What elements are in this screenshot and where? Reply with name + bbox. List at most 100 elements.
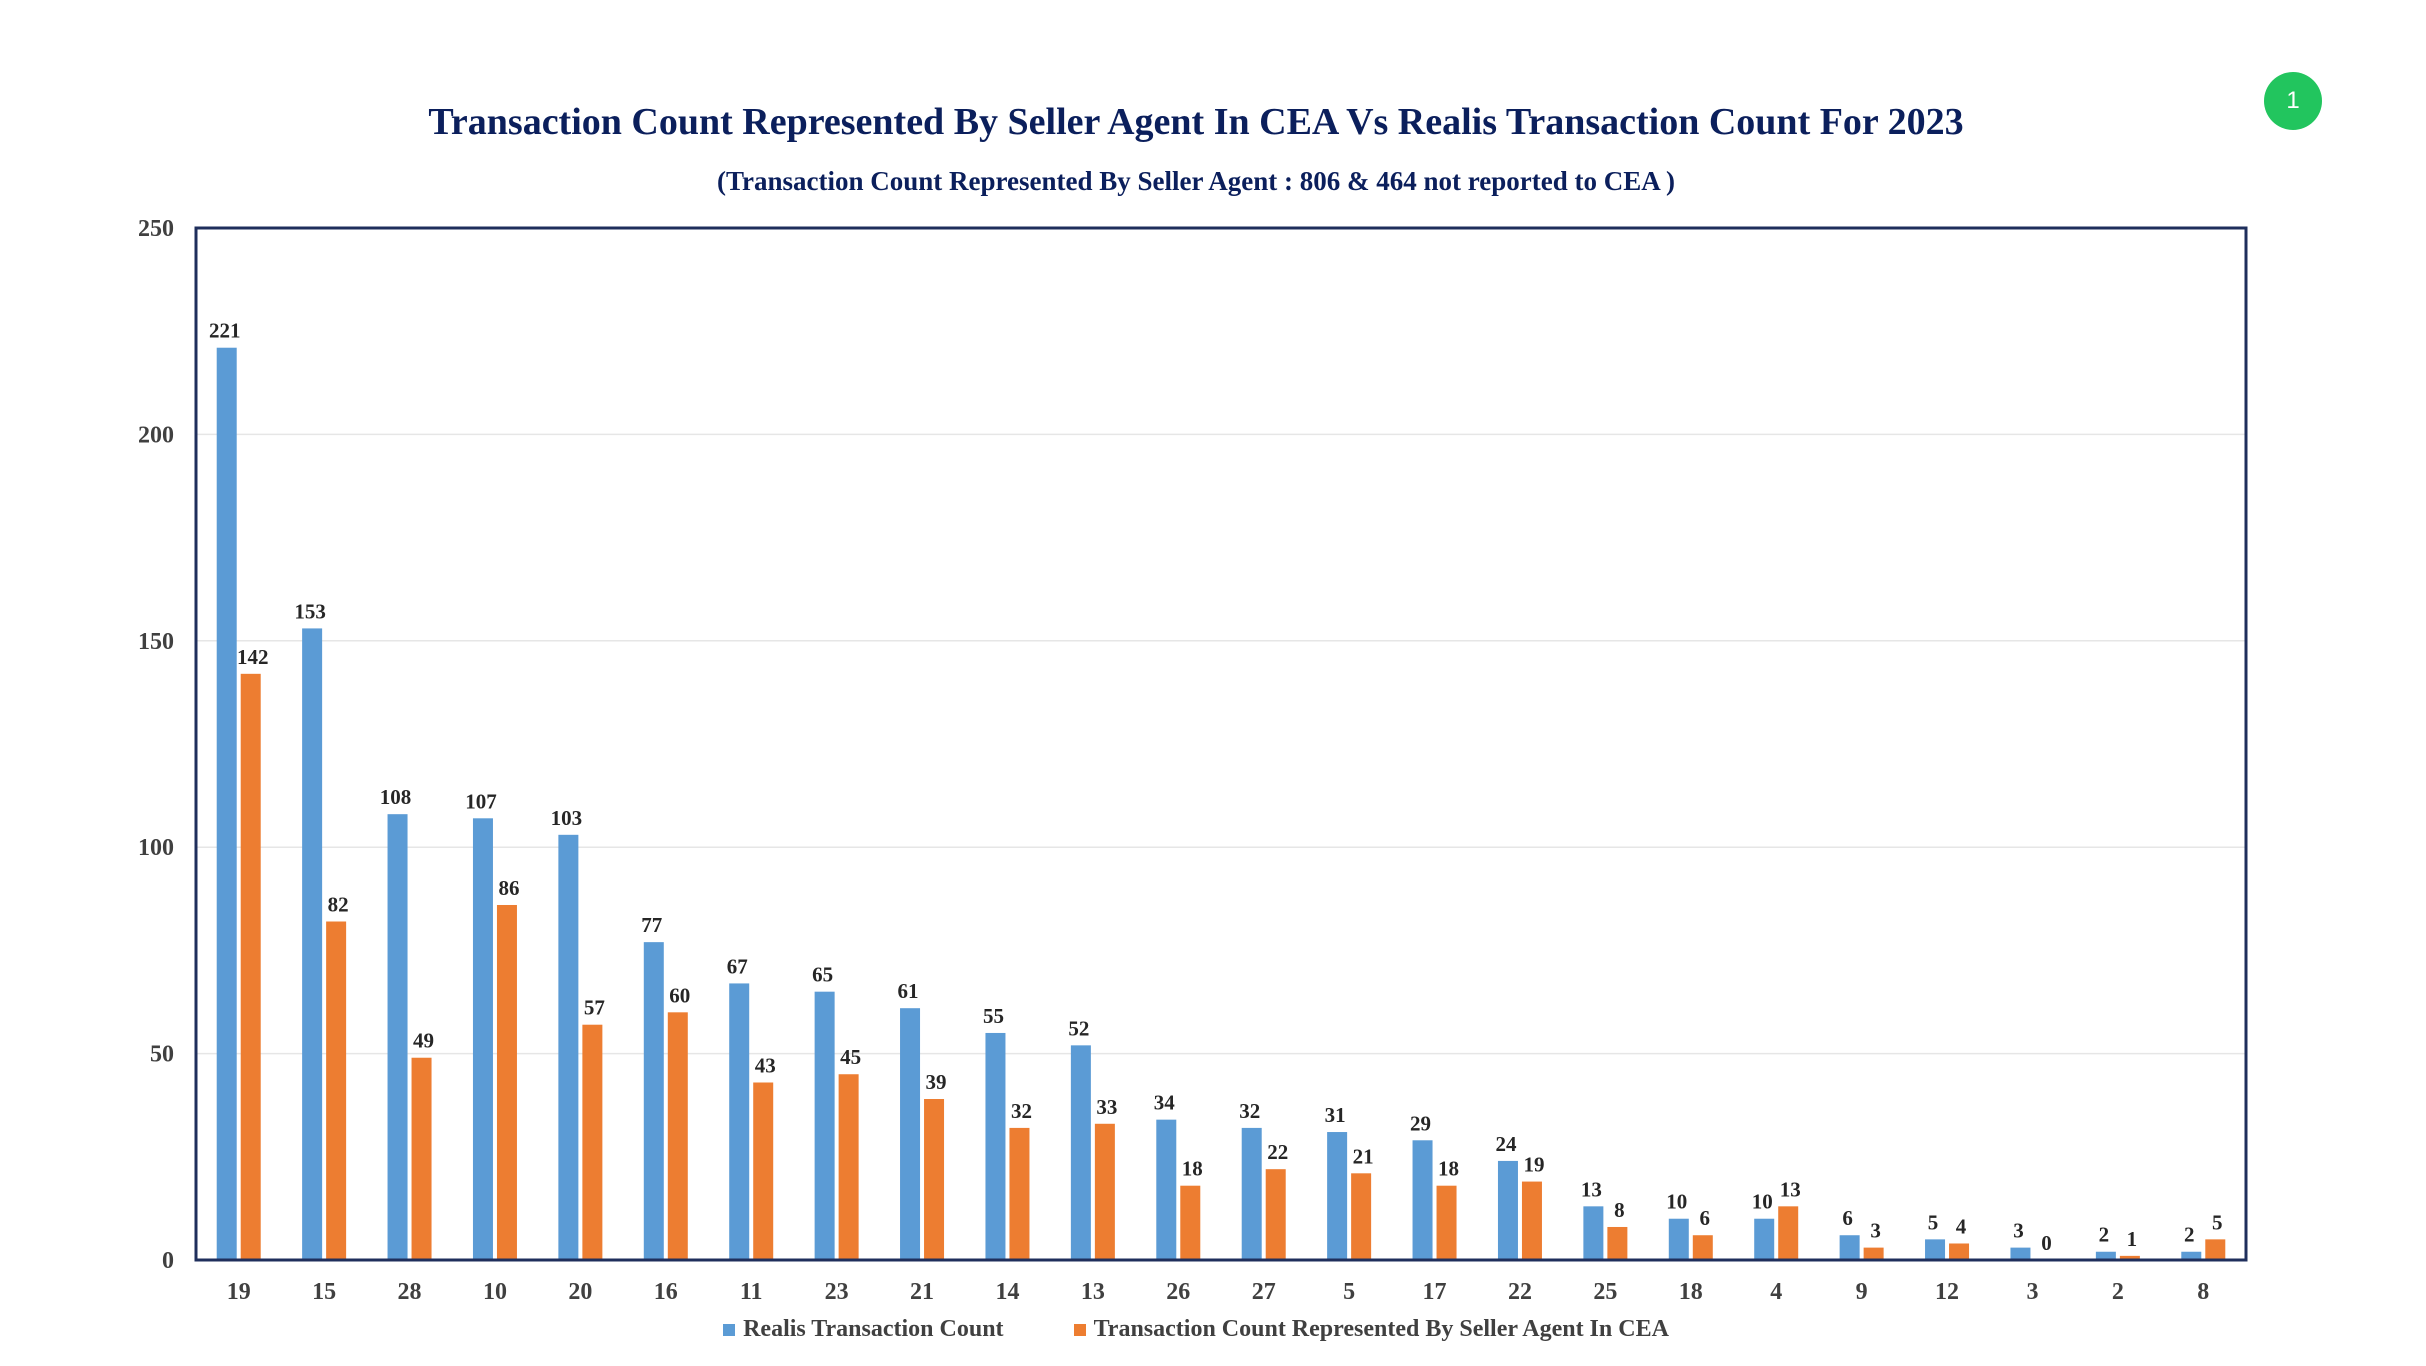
x-tick-label: 28	[398, 1279, 422, 1305]
bar-realis	[1754, 1218, 1775, 1260]
bar-realis	[1839, 1235, 1860, 1260]
legend-item-realis: Realis Transaction Count	[723, 1316, 1004, 1343]
y-tick-label: 250	[138, 216, 174, 242]
data-label-cea: 142	[237, 645, 269, 669]
bar-realis	[2181, 1251, 2202, 1260]
data-label-realis: 153	[294, 599, 326, 623]
bar-realis	[1241, 1127, 1262, 1260]
data-label-cea: 21	[1353, 1144, 1374, 1168]
y-tick-label: 0	[162, 1248, 174, 1274]
data-label-cea: 33	[1096, 1095, 1117, 1119]
page-number-badge[interactable]: 1	[2264, 72, 2322, 130]
bar-realis	[900, 1008, 921, 1260]
bar-cea	[411, 1057, 432, 1260]
bar-realis	[1327, 1132, 1348, 1260]
bar-realis	[387, 814, 408, 1260]
bar-realis	[985, 1032, 1006, 1260]
bar-realis	[1156, 1119, 1177, 1260]
data-label-realis: 55	[983, 1004, 1004, 1028]
data-label-cea: 18	[1438, 1157, 1459, 1181]
bar-cea	[1265, 1169, 1286, 1260]
data-label-realis: 108	[380, 785, 412, 809]
bar-realis	[1497, 1160, 1518, 1260]
y-tick-label: 200	[138, 422, 174, 448]
bar-realis	[1412, 1140, 1433, 1260]
bar-cea	[1521, 1181, 1542, 1260]
bar-realis	[1925, 1239, 1946, 1260]
chart-title: Transaction Count Represented By Seller …	[428, 101, 1964, 143]
bar-realis	[2010, 1247, 2031, 1260]
data-label-realis: 107	[465, 789, 497, 813]
data-label-cea: 8	[1614, 1198, 1625, 1222]
bar-cea	[1949, 1243, 1970, 1260]
x-tick-label: 3	[2026, 1279, 2038, 1305]
data-label-realis: 3	[2013, 1219, 2024, 1243]
x-tick-label: 21	[910, 1279, 934, 1305]
bar-cea	[2205, 1239, 2226, 1260]
bar-cea	[924, 1099, 945, 1260]
x-tick-label: 2	[2112, 1279, 2124, 1305]
x-tick-label: 25	[1593, 1279, 1617, 1305]
bar-cea	[667, 1012, 688, 1260]
bar-realis	[216, 347, 237, 1260]
data-label-realis: 29	[1410, 1111, 1431, 1135]
bar-cea	[1436, 1185, 1457, 1260]
data-label-cea: 82	[328, 893, 349, 917]
bar-cea	[838, 1074, 859, 1260]
x-tick-label: 17	[1423, 1279, 1447, 1305]
data-label-realis: 6	[1842, 1206, 1853, 1230]
data-label-cea: 5	[2212, 1210, 2223, 1234]
data-label-realis: 32	[1239, 1099, 1260, 1123]
data-label-realis: 2	[2184, 1223, 2195, 1247]
bar-realis	[472, 818, 493, 1260]
data-label-cea: 3	[1870, 1219, 1881, 1243]
x-tick-label: 19	[227, 1279, 251, 1305]
data-label-realis: 103	[551, 806, 583, 830]
data-label-cea: 60	[669, 983, 690, 1007]
bar-realis	[814, 991, 835, 1260]
data-label-cea: 32	[1011, 1099, 1032, 1123]
bar-realis	[1070, 1045, 1091, 1260]
y-tick-label: 50	[150, 1042, 174, 1068]
x-tick-label: 15	[312, 1279, 336, 1305]
bar-realis	[1668, 1218, 1689, 1260]
bar-cea	[1180, 1185, 1201, 1260]
legend-item-cea: Transaction Count Represented By Seller …	[1073, 1316, 1669, 1343]
bar-realis	[643, 942, 664, 1260]
x-tick-label: 27	[1252, 1279, 1276, 1305]
bar-cea	[1863, 1247, 1884, 1260]
x-tick-label: 23	[825, 1279, 849, 1305]
chart-subtitle: (Transaction Count Represented By Seller…	[717, 166, 1675, 196]
bar-realis	[729, 983, 750, 1260]
bar-cea	[1009, 1127, 1030, 1260]
x-tick-label: 16	[654, 1279, 678, 1305]
legend-swatch-cea	[1073, 1323, 1086, 1336]
bar-realis	[1583, 1206, 1604, 1260]
data-label-cea: 0	[2041, 1231, 2052, 1255]
data-label-realis: 24	[1495, 1132, 1517, 1156]
data-label-realis: 31	[1325, 1103, 1346, 1127]
bar-realis	[2095, 1251, 2116, 1260]
x-tick-label: 4	[1770, 1279, 1782, 1305]
data-label-cea: 43	[755, 1053, 776, 1077]
data-label-cea: 39	[926, 1070, 947, 1094]
bar-cea	[326, 921, 347, 1260]
data-label-cea: 86	[498, 876, 519, 900]
data-label-realis: 67	[727, 954, 748, 978]
data-label-realis: 77	[641, 913, 662, 937]
bar-cea	[582, 1024, 603, 1260]
data-label-cea: 18	[1182, 1157, 1203, 1181]
bar-cea	[1778, 1206, 1799, 1260]
data-label-realis: 65	[812, 963, 833, 987]
x-tick-label: 13	[1081, 1279, 1105, 1305]
chart-legend: Realis Transaction Count Transaction Cou…	[0, 1316, 2392, 1343]
data-label-realis: 61	[898, 979, 919, 1003]
x-tick-label: 9	[1856, 1279, 1868, 1305]
x-tick-label: 18	[1679, 1279, 1703, 1305]
data-label-cea: 1	[2127, 1227, 2138, 1251]
bar-cea	[1351, 1173, 1372, 1260]
x-tick-label: 12	[1935, 1279, 1959, 1305]
data-label-cea: 57	[584, 996, 605, 1020]
data-label-realis: 221	[209, 319, 241, 343]
legend-label-realis: Realis Transaction Count	[743, 1316, 1004, 1342]
